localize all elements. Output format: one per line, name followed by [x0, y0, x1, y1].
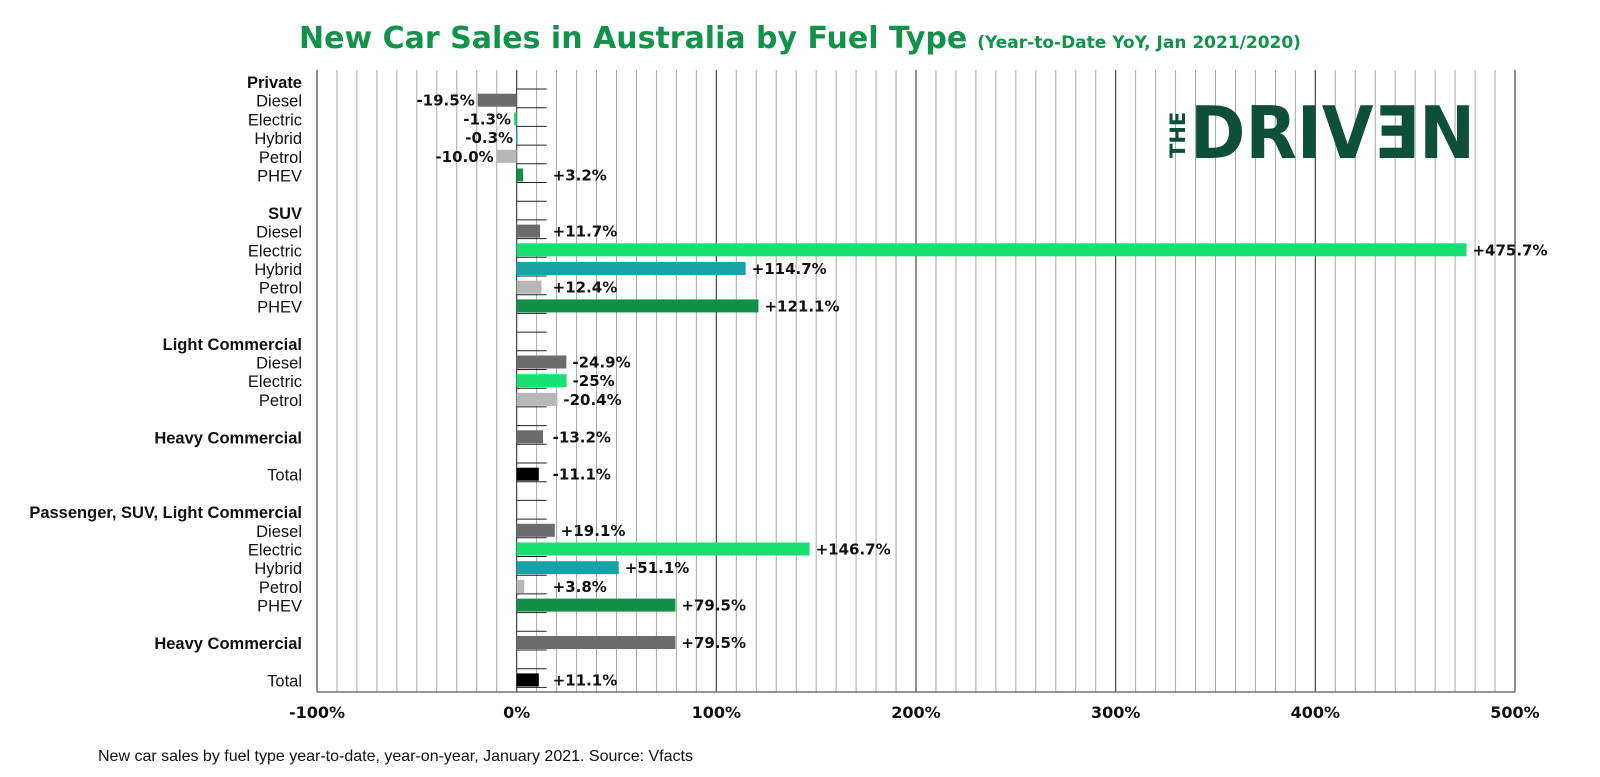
x-tick-label: 400% [1291, 703, 1340, 722]
value-label: -19.5% [416, 92, 474, 110]
chart-title: New Car Sales in Australia by Fuel Type [299, 21, 967, 56]
value-label: -25% [573, 372, 615, 390]
value-label: -1.3% [463, 110, 511, 128]
row-label: Hybrid [254, 130, 302, 148]
bar-hybrid [516, 131, 518, 145]
bar-diesel [516, 224, 541, 238]
value-label: +79.5% [681, 634, 746, 652]
bar-petrol [516, 280, 542, 294]
bar-total [516, 467, 539, 481]
bar-hybrid [516, 561, 619, 575]
bar-petrol [516, 392, 558, 406]
group-label: Private [247, 74, 302, 92]
row-label: Electric [248, 242, 302, 260]
row-label: Electric [248, 373, 302, 391]
x-tick-label: 300% [1091, 703, 1140, 722]
value-label: +475.7% [1472, 241, 1547, 259]
row-label: Hybrid [254, 261, 302, 279]
row-label: Electric [248, 542, 302, 560]
bar-total [516, 673, 539, 687]
value-label: +51.1% [625, 559, 690, 577]
chart-subtitle: (Year-to-Date YoY, Jan 2021/2020) [977, 33, 1301, 53]
value-label: -10.0% [435, 148, 493, 166]
x-tick-labels: -100% 0% 100% 200% 300% 400% 500% [289, 703, 1540, 722]
chart-title-main: New Car Sales in Australia by Fuel Type [299, 21, 967, 56]
row-label: Petrol [259, 149, 302, 167]
value-label: -24.9% [572, 354, 630, 372]
row-label: Total [267, 672, 302, 690]
row-label: Petrol [259, 392, 302, 410]
bar-electric [516, 243, 1467, 257]
row-label: Total [267, 467, 302, 485]
bar-electric [516, 542, 810, 556]
value-label: +3.2% [553, 167, 607, 185]
row-labels: PrivateDieselElectricHybridPetrolPHEVSUV… [29, 74, 302, 690]
the-driven-logo: THE DRIVƎN [1166, 91, 1475, 175]
value-label: +19.1% [561, 522, 626, 540]
group-label: Heavy Commercial [154, 635, 302, 653]
bar-electric [516, 374, 567, 388]
value-label: +11.7% [553, 223, 618, 241]
bar-diesel [477, 93, 517, 107]
bar-heavy [516, 636, 676, 649]
logo-word: DRIVƎN [1190, 91, 1475, 175]
row-label: Diesel [256, 224, 302, 242]
group-label: SUV [268, 205, 302, 223]
value-label: +79.5% [681, 597, 746, 615]
whiskers [516, 88, 547, 688]
row-label: Electric [248, 111, 302, 129]
row-label: Petrol [259, 579, 302, 597]
x-tick-label: 200% [891, 703, 940, 722]
logo-prefix: THE [1166, 112, 1190, 158]
value-label: +11.1% [553, 671, 618, 689]
row-label: Diesel [256, 355, 302, 373]
row-label: PHEV [257, 298, 302, 316]
bar-petrol [496, 149, 517, 163]
value-label: -13.2% [553, 428, 611, 446]
value-label: +114.7% [752, 260, 827, 278]
row-label: Diesel [256, 523, 302, 541]
row-label: Diesel [256, 93, 302, 111]
value-label: +121.1% [764, 297, 839, 315]
value-label: -0.3% [465, 129, 513, 147]
x-tick-label: 0% [503, 703, 530, 722]
bars [477, 93, 1467, 687]
x-tick-label: 500% [1490, 703, 1539, 722]
bar-petrol [516, 579, 525, 593]
value-labels: -19.5%-1.3%-0.3%-10.0% +3.2% +11.7% +475.7%… [416, 92, 1547, 690]
bar-phev [516, 168, 524, 182]
group-label: Heavy Commercial [154, 429, 302, 447]
x-tick-label: 100% [692, 703, 741, 722]
bar-diesel [516, 523, 555, 537]
value-label: -20.4% [563, 391, 621, 409]
bar-heavy [516, 430, 544, 444]
row-label: Petrol [259, 280, 302, 298]
row-label: PHEV [257, 598, 302, 616]
value-label: +3.8% [553, 578, 607, 596]
bar-diesel [516, 355, 567, 369]
chart-footer: New car sales by fuel type year-to-date,… [98, 748, 693, 765]
group-label: Light Commercial [163, 336, 302, 354]
bar-phev [516, 598, 676, 612]
value-label: +146.7% [816, 541, 891, 559]
bar-phev [516, 299, 759, 313]
group-label: Passenger, SUV, Light Commercial [29, 504, 302, 522]
row-label: PHEV [257, 168, 302, 186]
row-label: Hybrid [254, 560, 302, 578]
bar-hybrid [516, 262, 746, 275]
value-label: +12.4% [553, 279, 618, 297]
x-tick-label: -100% [289, 703, 345, 722]
value-label: -11.1% [553, 466, 611, 484]
bar-electric [514, 112, 517, 126]
